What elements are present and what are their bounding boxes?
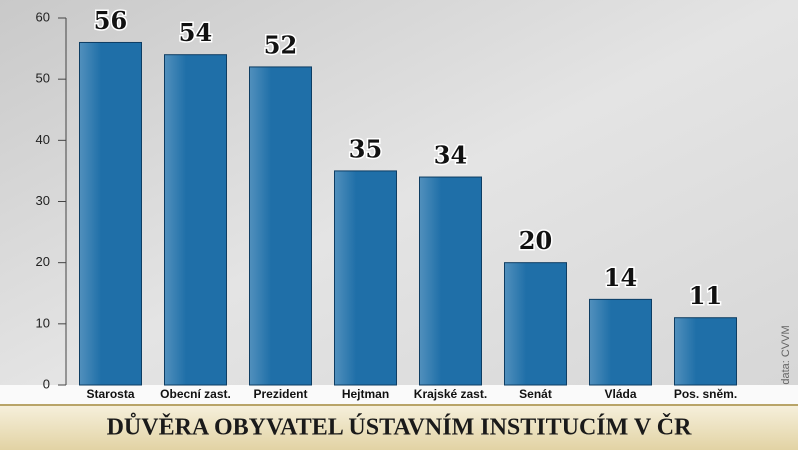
value-label: 11 (689, 281, 722, 310)
value-label: 35 (349, 134, 382, 163)
y-tick-label: 60 (36, 9, 50, 24)
chart-title: DŮVĚRA OBYVATEL ÚSTAVNÍM INSTITUCÍM V ČR (107, 413, 692, 441)
x-tick-label: Prezident (253, 387, 307, 401)
bar (504, 262, 567, 386)
x-tick-label: Vláda (604, 387, 636, 401)
bar (249, 66, 312, 386)
value-label: 52 (264, 30, 297, 59)
x-tick-label: Krajské zast. (414, 387, 487, 401)
x-tick-label: Hejtman (342, 387, 389, 401)
value-label: 34 (434, 141, 467, 170)
value-label: 56 (94, 6, 127, 35)
x-tick-label: Obecní zast. (160, 387, 231, 401)
y-tick-label: 30 (36, 193, 50, 208)
source: data: CVVM (780, 325, 792, 384)
y-tick-label: 0 (43, 376, 50, 391)
bar (419, 176, 482, 386)
title-band (0, 405, 798, 450)
label-strip (0, 385, 798, 405)
x-tick-label: Starosta (86, 387, 134, 401)
y-tick-label: 50 (36, 71, 50, 86)
bar (674, 317, 737, 386)
x-tick-label: Senát (519, 387, 552, 401)
value-label: 20 (519, 226, 552, 255)
y-tick-label: 20 (36, 254, 50, 269)
value-label: 54 (179, 18, 212, 47)
y-tick-label: 40 (36, 132, 50, 147)
x-tick-label: Pos. sněm. (674, 387, 737, 401)
bar (589, 298, 652, 386)
bar (79, 41, 142, 386)
bar (164, 54, 227, 386)
bar (334, 170, 397, 386)
value-label: 14 (604, 263, 637, 292)
y-tick-label: 10 (36, 315, 50, 330)
